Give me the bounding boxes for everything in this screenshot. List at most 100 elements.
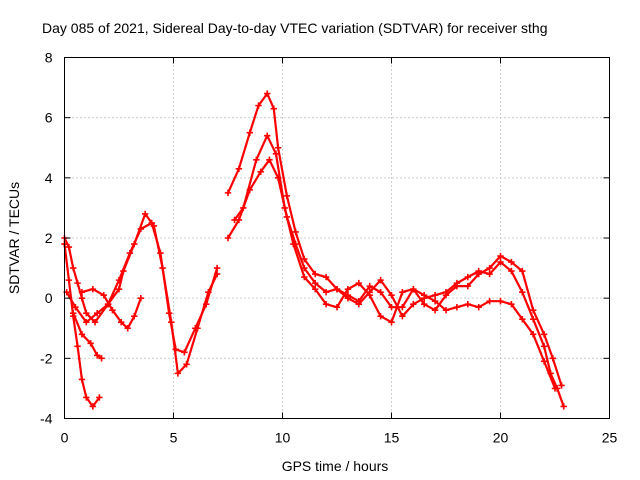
y-tick-label: 8 bbox=[45, 50, 53, 66]
data-point-marker bbox=[366, 291, 373, 299]
data-point-marker bbox=[89, 403, 97, 410]
data-point-marker bbox=[96, 394, 103, 401]
data-point-marker bbox=[124, 325, 131, 332]
data-point-marker bbox=[115, 285, 123, 293]
data-point-marker bbox=[159, 264, 166, 272]
axis-ticks: 0 5 10 15 20 25 -4 -2 0 2 4 6 8 bbox=[40, 50, 617, 446]
data-point-marker bbox=[78, 288, 86, 296]
data-point-marker bbox=[497, 258, 504, 266]
data-point-marker bbox=[558, 382, 565, 389]
y-tick-label: 0 bbox=[45, 290, 53, 306]
data-point-marker bbox=[322, 273, 330, 281]
series-track-4 bbox=[70, 310, 105, 362]
data-point-marker bbox=[205, 288, 212, 296]
series-track-8 bbox=[231, 132, 559, 392]
data-point-marker bbox=[453, 303, 461, 311]
x-tick-label: 10 bbox=[275, 430, 291, 446]
data-point-marker bbox=[519, 316, 526, 323]
data-point-marker bbox=[240, 204, 247, 212]
data-point-marker bbox=[519, 267, 526, 275]
data-point-marker bbox=[431, 307, 439, 314]
data-point-marker bbox=[283, 192, 291, 200]
data-point-marker bbox=[421, 300, 428, 308]
data-point-marker bbox=[333, 303, 341, 311]
data-point-marker bbox=[442, 307, 450, 314]
data-point-marker bbox=[74, 279, 81, 287]
data-point-marker bbox=[312, 279, 319, 287]
data-point-marker bbox=[264, 90, 271, 97]
data-point-marker bbox=[475, 270, 482, 278]
data-point-marker bbox=[78, 376, 86, 383]
data-point-marker bbox=[78, 294, 86, 302]
series-track-5 bbox=[78, 285, 144, 332]
data-point-marker bbox=[292, 228, 299, 236]
data-point-marker bbox=[486, 297, 493, 305]
x-tick-label: 0 bbox=[61, 430, 69, 446]
data-point-marker bbox=[431, 297, 439, 305]
data-point-marker bbox=[270, 105, 277, 112]
grid bbox=[64, 57, 610, 419]
data-point-marker bbox=[98, 355, 105, 362]
data-point-marker bbox=[246, 129, 253, 136]
data-point-marker bbox=[431, 291, 439, 299]
data-point-marker bbox=[312, 270, 319, 278]
x-axis-label: GPS time / hours bbox=[282, 458, 389, 474]
data-point-marker bbox=[94, 310, 101, 317]
data-point-marker bbox=[312, 285, 319, 293]
data-point-marker bbox=[83, 394, 90, 401]
data-point-marker bbox=[224, 189, 232, 197]
series-track-3 bbox=[63, 210, 221, 377]
data-point-marker bbox=[274, 144, 282, 151]
data-point-marker bbox=[486, 270, 493, 278]
y-tick-label: 4 bbox=[45, 170, 53, 186]
data-point-marker bbox=[213, 264, 221, 272]
x-tick-label: 20 bbox=[493, 430, 509, 446]
data-point-marker bbox=[94, 352, 101, 359]
data-point-marker bbox=[109, 307, 116, 314]
data-point-marker bbox=[224, 234, 232, 242]
data-point-marker bbox=[399, 313, 406, 320]
data-point-marker bbox=[530, 331, 537, 338]
data-point-marker bbox=[530, 307, 537, 314]
data-point-marker bbox=[486, 264, 493, 272]
data-point-marker bbox=[194, 325, 201, 332]
data-point-marker bbox=[83, 310, 90, 317]
data-point-marker bbox=[453, 282, 461, 290]
data-point-marker bbox=[213, 270, 221, 278]
data-point-marker bbox=[410, 300, 417, 308]
data-point-marker bbox=[464, 273, 471, 281]
data-point-marker bbox=[508, 300, 515, 308]
data-point-marker bbox=[388, 303, 395, 311]
data-point-marker bbox=[377, 313, 384, 320]
data-point-marker bbox=[410, 285, 417, 293]
data-point-marker bbox=[322, 300, 330, 308]
data-point-marker bbox=[120, 267, 127, 275]
data-point-marker bbox=[78, 331, 86, 338]
data-point-marker bbox=[70, 264, 77, 272]
data-point-marker bbox=[442, 291, 450, 299]
data-point-marker bbox=[540, 331, 548, 338]
data-point-marker bbox=[560, 403, 567, 410]
data-point-marker bbox=[264, 132, 271, 139]
data-point-marker bbox=[281, 204, 288, 212]
data-point-marker bbox=[168, 319, 175, 326]
data-point-marker bbox=[89, 285, 97, 293]
data-point-marker bbox=[540, 343, 548, 350]
data-point-marker bbox=[508, 267, 515, 275]
data-point-marker bbox=[266, 156, 273, 163]
data-point-marker bbox=[366, 282, 373, 290]
data-point-marker bbox=[65, 243, 73, 251]
data-point-marker bbox=[355, 297, 362, 305]
data-point-marker bbox=[344, 285, 352, 293]
data-point-marker bbox=[551, 385, 559, 392]
y-axis-label: SDTVAR / TECUs bbox=[6, 182, 22, 294]
data-point-marker bbox=[150, 222, 158, 230]
data-point-marker bbox=[183, 361, 190, 368]
data-point-marker bbox=[388, 291, 395, 299]
data-point-marker bbox=[508, 258, 515, 266]
series-track-7 bbox=[224, 156, 565, 389]
data-point-marker bbox=[253, 156, 260, 163]
data-point-marker bbox=[100, 291, 107, 299]
x-tick-label: 25 bbox=[602, 430, 618, 446]
